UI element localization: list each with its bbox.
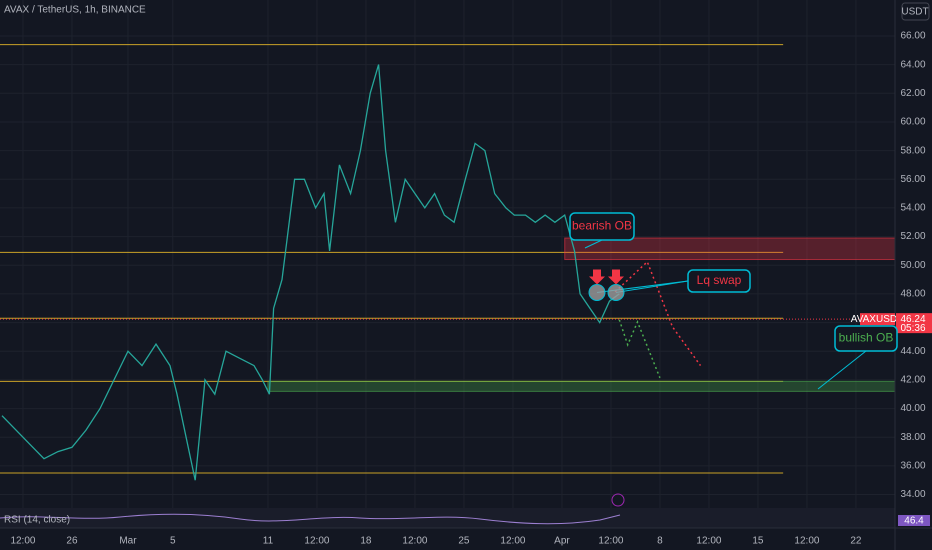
y-tick-label: 36.00 — [900, 461, 925, 472]
y-tick-label: 48.00 — [900, 289, 925, 300]
x-tick-label: 22 — [850, 536, 862, 547]
x-tick-label: 25 — [458, 536, 470, 547]
swap-pointer — [615, 280, 689, 293]
y-tick-label: 34.00 — [900, 489, 925, 500]
callout-box — [834, 325, 898, 352]
callout-text: bullish OB — [839, 331, 894, 345]
y-tick-label: 52.00 — [900, 231, 925, 242]
y-tick-label: 60.00 — [900, 117, 925, 128]
y-tick-label: 50.00 — [900, 260, 925, 271]
x-tick-label: 12:00 — [304, 536, 329, 547]
x-tick-label: 12:00 — [402, 536, 427, 547]
y-tick-label: 66.00 — [900, 31, 925, 42]
swap-arrow — [608, 269, 624, 285]
indicator-value-box — [898, 515, 930, 526]
y-tick-label: 38.00 — [900, 432, 925, 443]
x-tick-label: 12:00 — [794, 536, 819, 547]
swap-marker — [607, 283, 625, 301]
y-tick-label: 40.00 — [900, 403, 925, 414]
last-price: 46.24 — [900, 314, 925, 325]
x-tick-label: 15 — [752, 536, 764, 547]
x-tick-label: Mar — [119, 536, 137, 547]
y-tick-label: 62.00 — [900, 88, 925, 99]
plot — [0, 44, 896, 481]
currency-box — [901, 2, 930, 21]
symbol-box — [860, 313, 895, 326]
y-tick-label: 58.00 — [900, 145, 925, 156]
order-block — [564, 237, 896, 261]
y-tick-label: 42.00 — [900, 375, 925, 386]
callout-text: bearish OB — [572, 219, 632, 233]
swap-marker — [588, 283, 606, 301]
x-tick-label: 5 — [170, 536, 176, 547]
callout-pointer — [584, 239, 603, 249]
price-box — [896, 313, 932, 334]
callout-box — [687, 269, 751, 293]
callout-text: Lq swap — [697, 273, 742, 287]
callout-box — [569, 212, 635, 241]
x-tick-label: 18 — [360, 536, 372, 547]
x-tick-label: 12:00 — [598, 536, 623, 547]
y-tick-label: 56.00 — [900, 174, 925, 185]
swap-arrow — [589, 269, 605, 285]
y-tick-label: 64.00 — [900, 59, 925, 70]
rsi-pane — [0, 508, 895, 528]
y-tick-label: 54.00 — [900, 203, 925, 214]
price-line — [1, 64, 620, 481]
alert-icon[interactable] — [611, 493, 625, 507]
callout-pointer — [817, 350, 867, 390]
x-tick-label: 12:00 — [10, 536, 35, 547]
symbol-label: AVAXUSDT — [851, 314, 903, 325]
x-tick-label: 26 — [66, 536, 78, 547]
rsi-line — [0, 513, 621, 525]
x-tick-label: 11 — [263, 536, 274, 547]
y-tick-label: 44.00 — [900, 346, 925, 357]
x-tick-label: 12:00 — [696, 536, 721, 547]
x-tick-label: 12:00 — [500, 536, 525, 547]
projection — [618, 319, 661, 379]
chart-title: AVAX / TetherUS, 1h, BINANCE — [4, 5, 146, 16]
x-tick-label: Apr — [554, 536, 570, 547]
order-block — [267, 380, 896, 392]
currency: USDT — [901, 7, 928, 18]
indicator-value: 46.4 — [904, 516, 924, 527]
countdown: 05:36 — [900, 323, 925, 334]
indicator-label: RSI (14, close) — [4, 515, 70, 526]
grid — [0, 0, 895, 528]
x-tick-label: 8 — [657, 536, 663, 547]
